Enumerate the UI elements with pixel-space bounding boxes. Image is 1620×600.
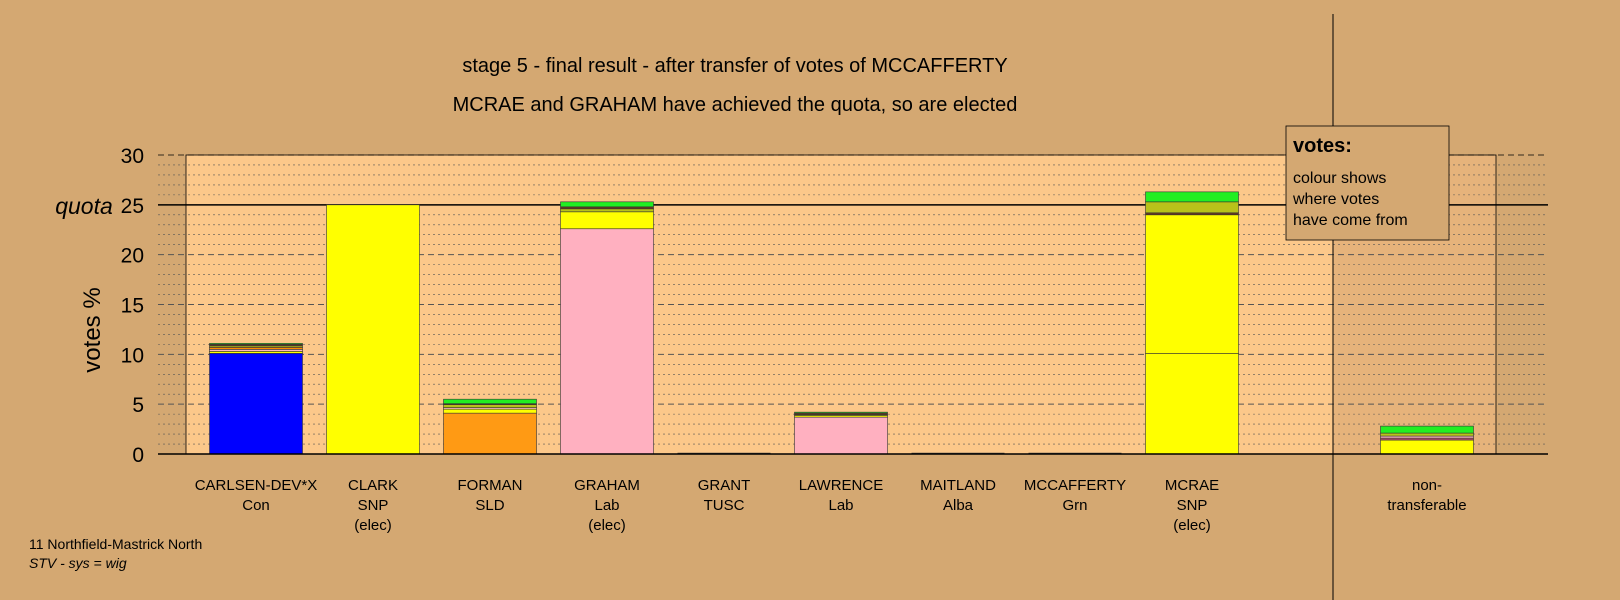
legend-line-1: colour shows [1293, 170, 1386, 187]
bar-segment-3-2 [560, 208, 654, 213]
candidate-name-label: CLARK [348, 477, 398, 494]
bar-segment-8-0 [1145, 353, 1239, 455]
candidate-status-label: (elec) [1173, 517, 1211, 534]
candidate-party-label: transferable [1387, 497, 1466, 514]
candidate-party-label: SNP [358, 497, 389, 514]
candidate-name-label: MCRAE [1165, 477, 1219, 494]
candidate-party-label: Lab [828, 497, 853, 514]
chart-subtitle: MCRAE and GRAHAM have achieved the quota… [453, 94, 1018, 116]
candidate-party-label: TUSC [704, 497, 745, 514]
bar-segment-0-6 [209, 343, 303, 345]
legend-title: votes: [1293, 135, 1352, 157]
candidate-status-label: (elec) [588, 517, 626, 534]
quota-label: quota [55, 193, 113, 219]
candidate-party-label: Con [242, 497, 270, 514]
bar-segment-5-4 [794, 411, 888, 414]
bar-segment-3-4 [560, 201, 654, 208]
candidate-name-label: LAWRENCE [799, 477, 883, 494]
bar-segment-8-1 [1145, 214, 1239, 354]
bar-segment-9-4 [1380, 425, 1474, 434]
legend-box [1285, 125, 1450, 241]
x-tick-labels: CARLSEN-DEV*X Con CLARK SNP (elec) FORMAN SLD G… [195, 477, 1467, 534]
bar-segment-2-5 [443, 398, 537, 404]
bar-segment-3-1 [560, 211, 654, 230]
candidate-name-label: non- [1412, 477, 1442, 494]
bar-segment-1-0 [326, 204, 420, 455]
y-tick-label: 10 [121, 344, 144, 367]
chart-title: stage 5 - final result - after transfer … [462, 55, 1007, 77]
y-tick-label: 30 [121, 145, 144, 168]
system-label: STV - sys = wig [29, 555, 127, 571]
y-axis-label: votes % [79, 287, 106, 372]
bar-segment-3-0 [560, 228, 654, 455]
candidate-name-label: MAITLAND [920, 477, 996, 494]
candidate-party-label: Lab [594, 497, 619, 514]
candidate-name-label: GRANT [698, 477, 751, 494]
legend: votes: colour shows where votes have com… [1285, 125, 1450, 241]
y-tick-label: 25 [121, 195, 144, 218]
legend-line-3: have come from [1293, 212, 1408, 229]
bar-segment-9-3 [1380, 432, 1474, 437]
bar-segment-9-0 [1380, 439, 1474, 455]
y-tick-label: 0 [132, 444, 144, 467]
candidate-name-label: MCCAFFERTY [1024, 477, 1126, 494]
bar-segment-0-0 [209, 353, 303, 455]
candidate-party-label: Alba [943, 497, 974, 514]
bars [209, 191, 1474, 455]
candidate-name-label: CARLSEN-DEV*X [195, 477, 318, 494]
bar-segment-2-0 [443, 412, 537, 455]
constituency-label: 11 Northfield-Mastrick North [29, 536, 203, 552]
y-tick-label: 5 [132, 394, 144, 417]
candidate-name-label: GRAHAM [574, 477, 640, 494]
bar-segment-5-0 [794, 416, 888, 455]
bar-segment-8-3 [1145, 201, 1239, 214]
candidate-status-label: (elec) [354, 517, 392, 534]
bar-segment-2-3 [443, 404, 537, 408]
candidate-party-label: Grn [1062, 497, 1087, 514]
bar-segment-8-4 [1145, 191, 1239, 203]
candidate-name-label: FORMAN [458, 477, 523, 494]
y-tick-label: 15 [121, 295, 144, 318]
legend-line-2: where votes [1292, 191, 1379, 208]
y-tick-label: 20 [121, 245, 144, 268]
y-tick-labels: 0 5 10 15 20 25 30 [121, 145, 144, 467]
candidate-party-label: SLD [475, 497, 504, 514]
bar-segment-2-1 [443, 408, 537, 414]
axes [158, 14, 1548, 600]
candidate-party-label: SNP [1177, 497, 1208, 514]
